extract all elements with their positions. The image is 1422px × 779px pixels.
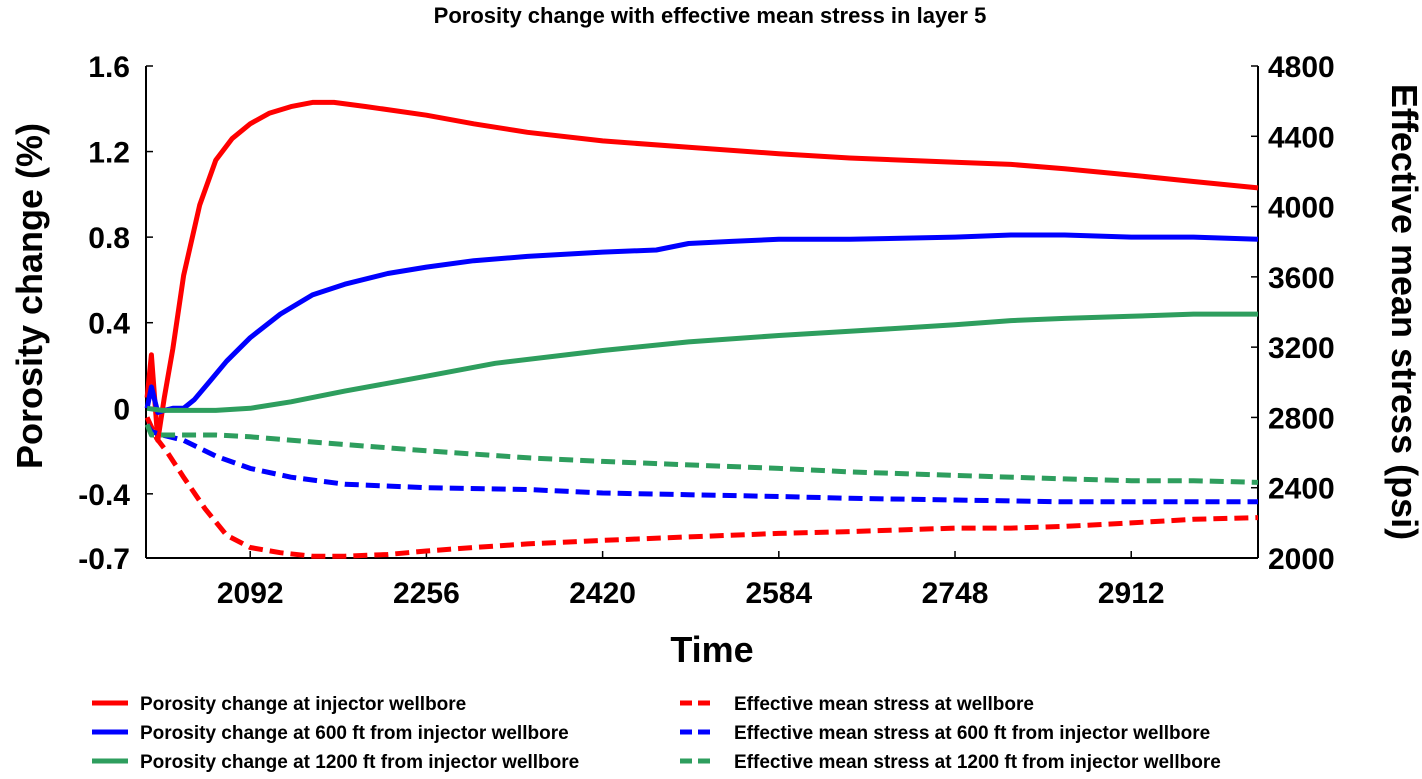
plot-area <box>145 66 1259 559</box>
y-tick-label: 0.4 <box>88 308 130 341</box>
series-line-5 <box>144 423 1258 505</box>
legend-label-5: Effective mean stress at 600 ft from inj… <box>734 723 1210 744</box>
y-tick-label: 0.8 <box>88 222 130 255</box>
y2-tick-label: 4800 <box>1268 51 1335 84</box>
y2-tick-label: 2000 <box>1268 543 1335 576</box>
y-tick-label: 1.6 <box>88 51 130 84</box>
y-axis-label: Porosity change (%) <box>9 123 50 469</box>
legend-label-1: Porosity change at injector wellbore <box>140 694 466 715</box>
x-tick-label: 2256 <box>393 577 460 610</box>
series-line-2 <box>144 232 1259 415</box>
x-tick-label: 2420 <box>569 577 636 610</box>
chart-title: Porosity change with effective mean stre… <box>434 3 987 28</box>
series-layer <box>144 99 1259 559</box>
x-axis-label: Time <box>670 629 753 670</box>
x-tick-label: 2748 <box>922 577 989 610</box>
x-tick-label: 2584 <box>745 577 812 610</box>
x-tick-label: 2912 <box>1098 577 1165 610</box>
legend: Porosity change at injector wellbore Poro… <box>92 694 1221 773</box>
y2-tick-label: 2800 <box>1268 402 1335 435</box>
y-tick-label: 0 <box>113 393 130 426</box>
legend-label-2: Porosity change at 600 ft from injector … <box>140 723 569 744</box>
series-line-3 <box>146 311 1258 413</box>
axis-ticks: 2092 2256 2420 2584 2748 2912 -0.7 -0.4 0 0.4 0.8 1… <box>78 51 1334 610</box>
y2-tick-label: 3200 <box>1268 332 1335 365</box>
legend-label-3: Porosity change at 1200 ft from injector… <box>140 752 579 773</box>
series-line-6 <box>144 423 1259 485</box>
y2-tick-label: 2400 <box>1268 473 1335 506</box>
y-tick-label: -0.7 <box>78 543 130 576</box>
y2-tick-label: 4400 <box>1268 121 1335 154</box>
y2-tick-label: 3600 <box>1268 262 1335 295</box>
series-line-1 <box>144 99 1259 443</box>
legend-label-4: Effective mean stress at wellbore <box>734 694 1034 715</box>
x-tick-label: 2092 <box>217 577 284 610</box>
series-line-4 <box>144 416 1259 559</box>
y-tick-label: 1.2 <box>88 137 130 170</box>
y2-tick-label: 4000 <box>1268 192 1335 225</box>
y-tick-label: -0.4 <box>78 479 130 512</box>
y2-axis-label: Effective mean stress (psi) <box>1384 84 1422 540</box>
legend-label-6: Effective mean stress at 1200 ft from in… <box>734 752 1221 773</box>
